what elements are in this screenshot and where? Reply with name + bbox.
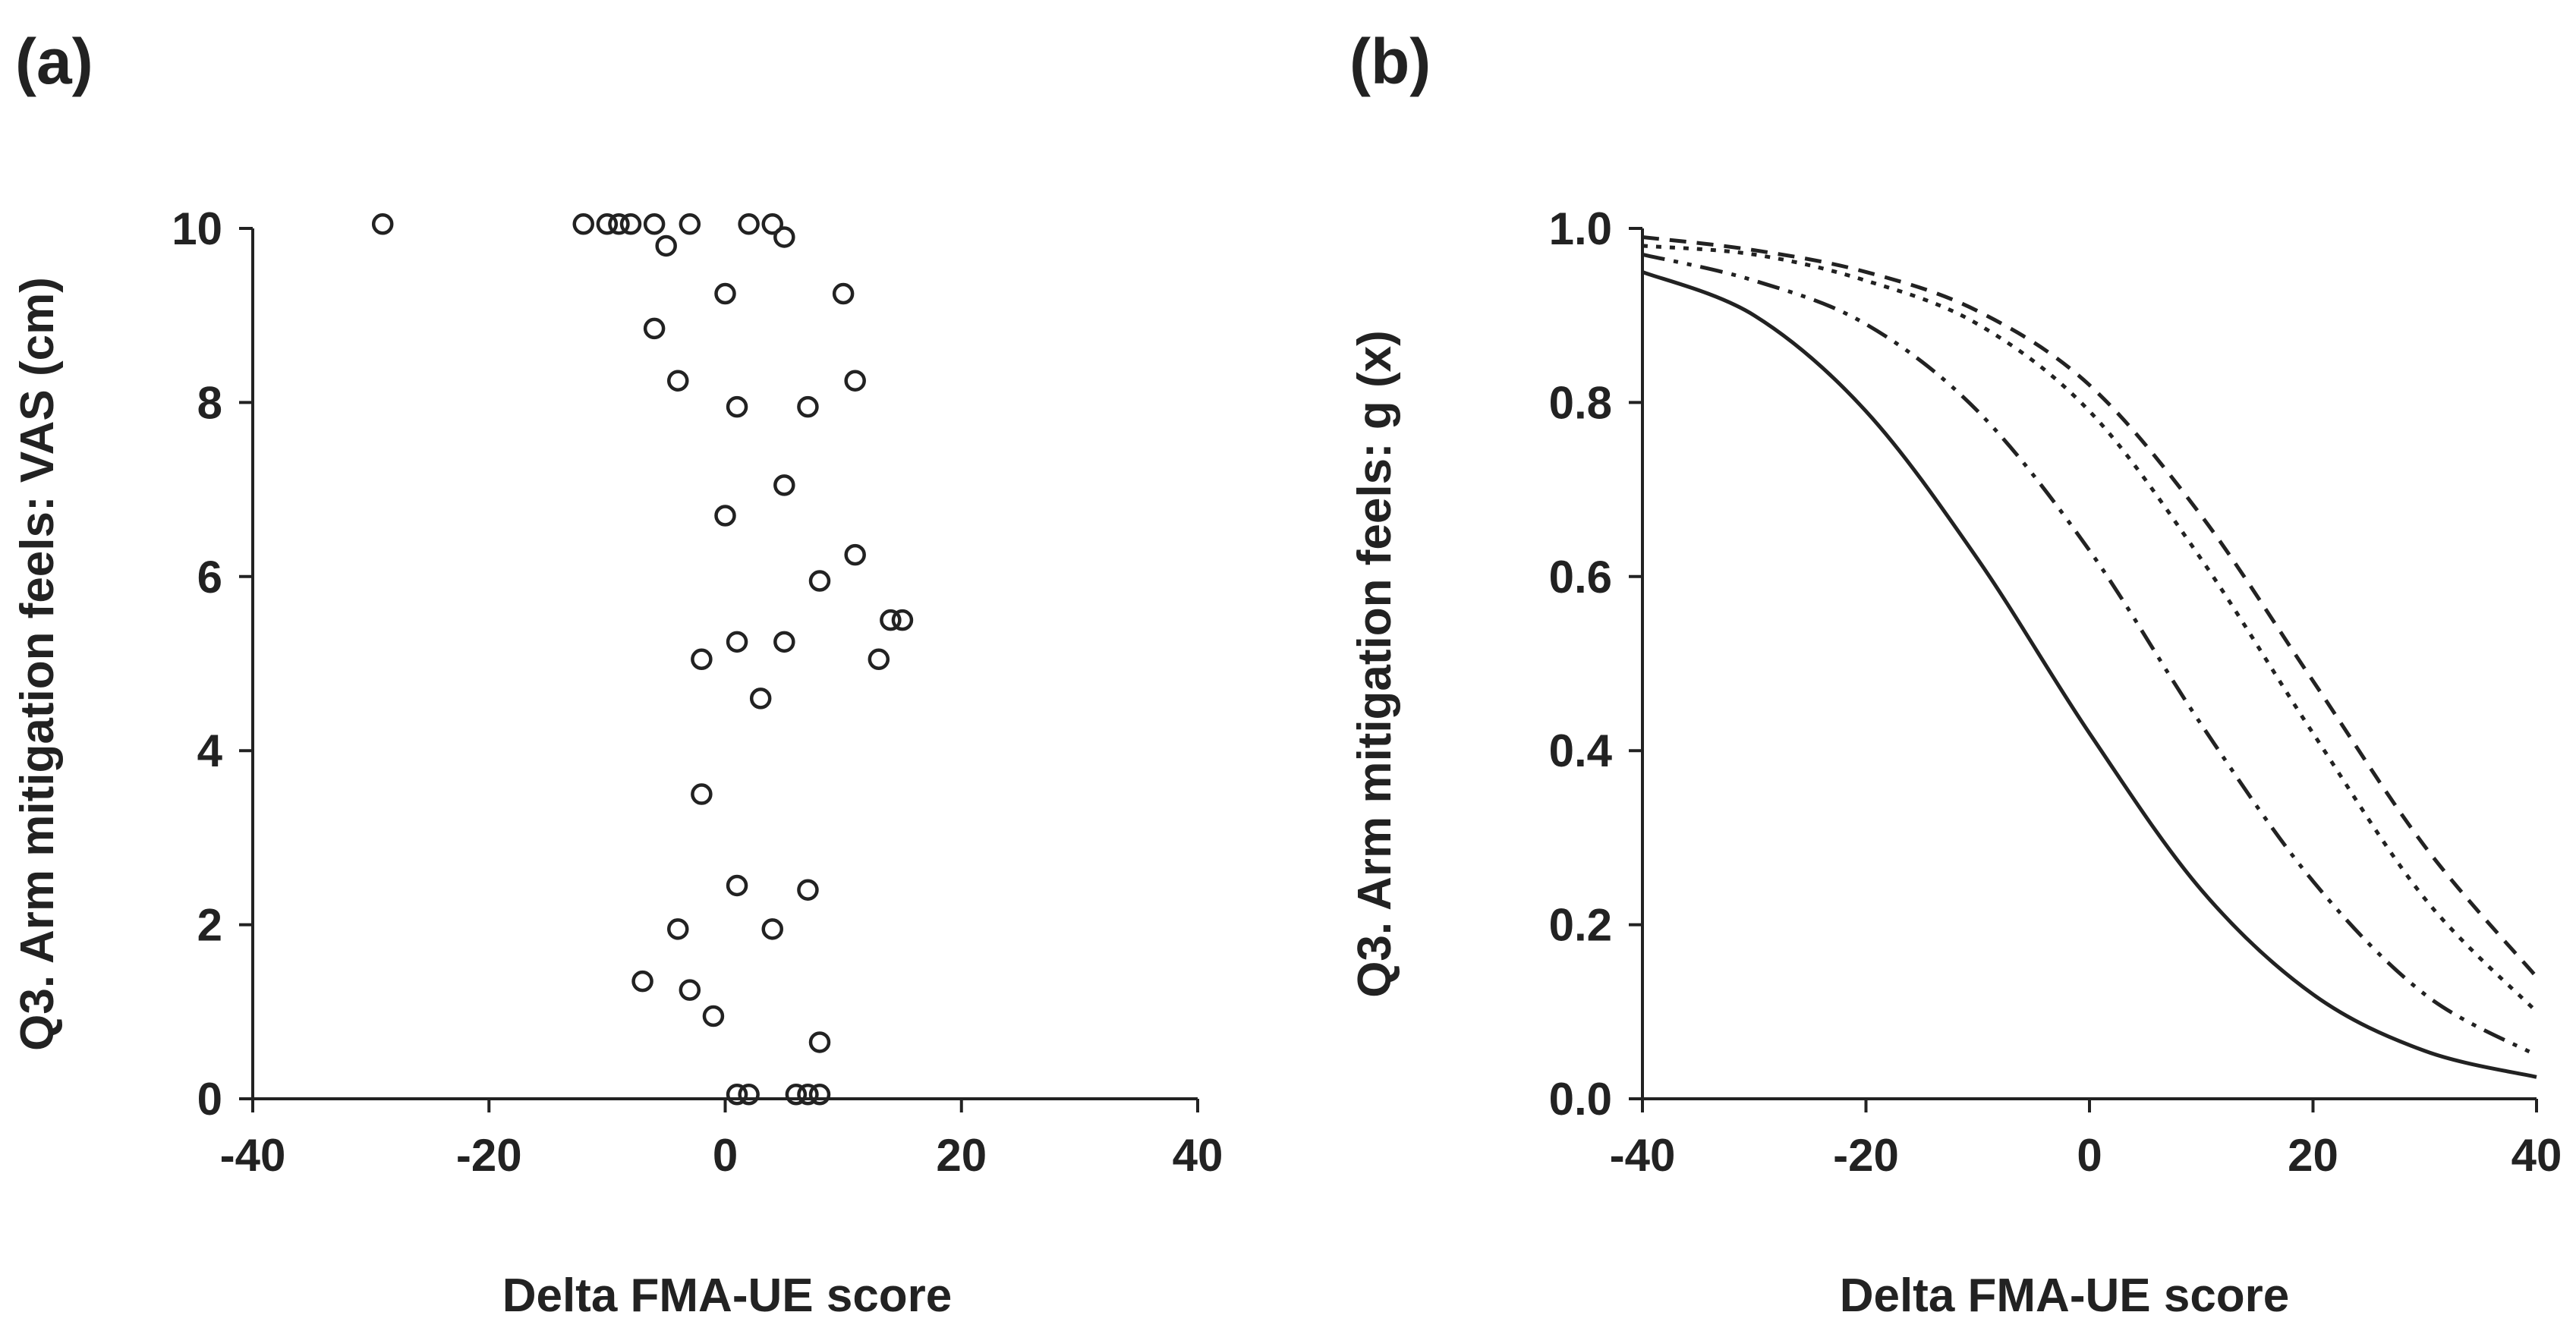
scatter-point bbox=[714, 282, 736, 305]
curve-dotted bbox=[1642, 244, 2538, 1014]
scatter-point bbox=[691, 648, 713, 671]
scatter-point bbox=[773, 474, 795, 496]
curve-dash-dot-dot bbox=[1642, 252, 2538, 1057]
scatter-point bbox=[643, 317, 666, 340]
scatter-point bbox=[844, 370, 866, 392]
panel-b-y-tick-label: 0.0 bbox=[1549, 1074, 1612, 1125]
curve-dashed bbox=[1642, 235, 2538, 979]
scatter-point bbox=[797, 879, 819, 901]
panel-b-x-tick-label: 20 bbox=[2288, 1130, 2338, 1181]
scatter-point bbox=[868, 648, 890, 671]
panel-a-y-tick-label: 8 bbox=[197, 377, 222, 428]
panel-a-x-tick-label: 20 bbox=[936, 1130, 987, 1181]
scatter-point bbox=[785, 1084, 808, 1106]
scatter-point bbox=[643, 213, 666, 235]
scatter-point bbox=[726, 874, 748, 897]
scatter-point bbox=[761, 918, 783, 940]
panel-b-x-tick-label: -20 bbox=[1833, 1130, 1899, 1181]
scatter-point bbox=[844, 543, 866, 566]
panel-a-y-tick-label: 10 bbox=[172, 203, 222, 254]
scatter-point bbox=[808, 1084, 831, 1106]
panel-a-x-tick-label: -40 bbox=[220, 1130, 286, 1181]
panel-b-y-axis-title: Q3. Arm mitigation feels: g (x) bbox=[1349, 330, 1401, 998]
panel-b-y-tick-label: 0.6 bbox=[1549, 552, 1612, 603]
scatter-point bbox=[619, 213, 642, 235]
scatter-point bbox=[797, 395, 819, 418]
panel-b-x-axis-title: Delta FMA-UE score bbox=[1840, 1270, 2290, 1322]
panel-a-y-tick-label: 4 bbox=[197, 725, 223, 776]
scatter-point bbox=[679, 979, 701, 1001]
scatter-point bbox=[726, 631, 748, 653]
scatter-point bbox=[726, 1084, 748, 1106]
panel-b-curves: (b) -40 -20 0 20 40 0.0 0.2 0.4 0.6 0.8 1.0 Delta … bbox=[1349, 26, 2562, 1322]
scatter-point bbox=[832, 282, 855, 305]
panel-b-y-tick-label: 0.8 bbox=[1549, 377, 1612, 428]
panel-a-x-tick-label: 0 bbox=[713, 1130, 738, 1181]
panel-a-y-tick-label: 6 bbox=[197, 552, 222, 603]
panel-b-x-tick-label: 40 bbox=[2511, 1130, 2562, 1181]
scatter-point bbox=[691, 783, 713, 805]
scatter-point bbox=[880, 609, 902, 631]
scatter-point bbox=[679, 213, 701, 235]
scatter-point bbox=[738, 213, 760, 235]
scatter-point bbox=[667, 918, 689, 940]
scatter-point bbox=[572, 213, 594, 235]
scatter-point bbox=[596, 213, 619, 235]
scatter-point bbox=[667, 370, 689, 392]
scatter-point bbox=[891, 609, 914, 631]
scatter-point bbox=[738, 1084, 760, 1106]
panel-b-y-tick-label: 0.2 bbox=[1549, 900, 1612, 951]
scatter-point bbox=[714, 505, 736, 527]
scatter-point bbox=[808, 570, 831, 592]
scatter-point bbox=[702, 1005, 725, 1027]
panel-a-label: (a) bbox=[15, 26, 93, 97]
scatter-point bbox=[773, 226, 795, 248]
scatter-point bbox=[726, 395, 748, 418]
panel-a-y-axis-title: Q3. Arm mitigation feels: VAS (cm) bbox=[11, 277, 64, 1051]
panel-b-label: (b) bbox=[1349, 26, 1431, 97]
panel-a-y-tick-label: 2 bbox=[197, 900, 222, 951]
scatter-point bbox=[608, 213, 630, 235]
scatter-point bbox=[371, 213, 394, 235]
scatter-point bbox=[808, 1031, 831, 1053]
scatter-point bbox=[773, 631, 795, 653]
scatter-point bbox=[749, 688, 772, 710]
panel-a-x-axis-title: Delta FMA-UE score bbox=[502, 1270, 953, 1322]
panel-b-x-tick-label: 0 bbox=[2077, 1130, 2102, 1181]
panel-b-y-tick-label: 1.0 bbox=[1549, 203, 1612, 254]
panel-a-scatter: (a) -40 -20 0 20 40 0 2 4 6 8 10 Delta FMA-UE scor… bbox=[11, 26, 1223, 1322]
panel-a-y-tick-label: 0 bbox=[197, 1074, 222, 1125]
scatter-point bbox=[761, 213, 783, 235]
panel-b-y-tick-label: 0.4 bbox=[1549, 725, 1613, 776]
panel-a-x-tick-label: -20 bbox=[456, 1130, 522, 1181]
scatter-point bbox=[655, 234, 677, 257]
scatter-point bbox=[631, 970, 653, 993]
panel-b-x-tick-label: -40 bbox=[1610, 1130, 1676, 1181]
scatter-point bbox=[797, 1084, 819, 1106]
curve-solid bbox=[1642, 270, 2537, 1079]
panel-a-x-tick-label: 40 bbox=[1173, 1130, 1223, 1181]
